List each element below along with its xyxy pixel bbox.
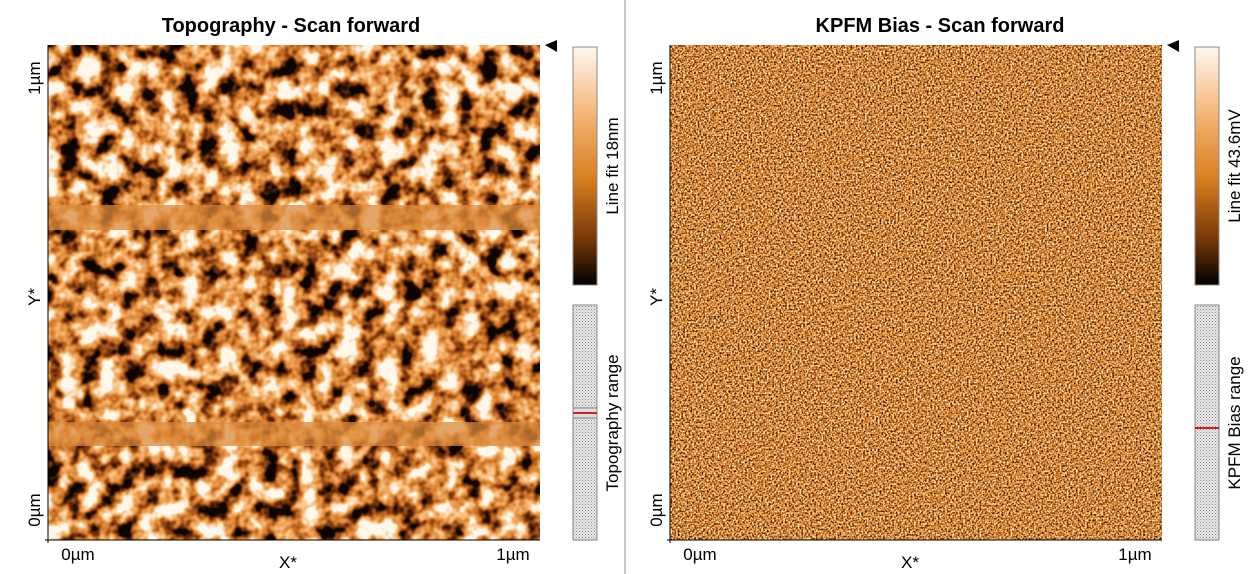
- colorbar: [572, 46, 598, 286]
- panel-title: KPFM Bias - Scan forward: [816, 15, 1065, 37]
- x-tick-label: 1µm: [496, 545, 529, 564]
- y-tick-label: 1µm: [647, 61, 666, 94]
- range-label: Topography range: [603, 354, 622, 491]
- y-axis-label: Y*: [25, 288, 44, 306]
- y-tick-label: 0µm: [25, 493, 44, 526]
- x-tick-label: 0µm: [61, 545, 94, 564]
- topography-image: [48, 45, 540, 540]
- y-tick-label: 1µm: [25, 61, 44, 94]
- scan-artifact: [48, 422, 540, 446]
- scan-artifact: [48, 205, 540, 230]
- range-bar: [572, 304, 598, 541]
- colorbar-label: Line fit 18nm: [603, 117, 622, 214]
- y-tick-label: 0µm: [647, 493, 666, 526]
- x-tick-label: 1µm: [1118, 545, 1151, 564]
- x-axis-label: X*: [901, 553, 919, 572]
- topography-panel: Topography - Scan forward 1µm Y* 0µm 0µm…: [25, 15, 622, 572]
- scan-marker: [1167, 40, 1179, 52]
- range-label: KPFM Bias range: [1225, 356, 1244, 489]
- range-bar: [1194, 304, 1220, 541]
- kpfm-image: [670, 45, 1162, 540]
- colorbar-label: Line fit 43.6mV: [1225, 109, 1244, 223]
- panel-title: Topography - Scan forward: [162, 15, 421, 37]
- kpfm-panel: KPFM Bias - Scan forward 1µm Y* 0µm 0µm …: [647, 15, 1244, 572]
- x-axis-label: X*: [279, 553, 297, 572]
- y-axis-label: Y*: [647, 288, 666, 306]
- colorbar: [1194, 46, 1220, 286]
- x-tick-label: 0µm: [683, 545, 716, 564]
- scan-marker: [545, 40, 557, 52]
